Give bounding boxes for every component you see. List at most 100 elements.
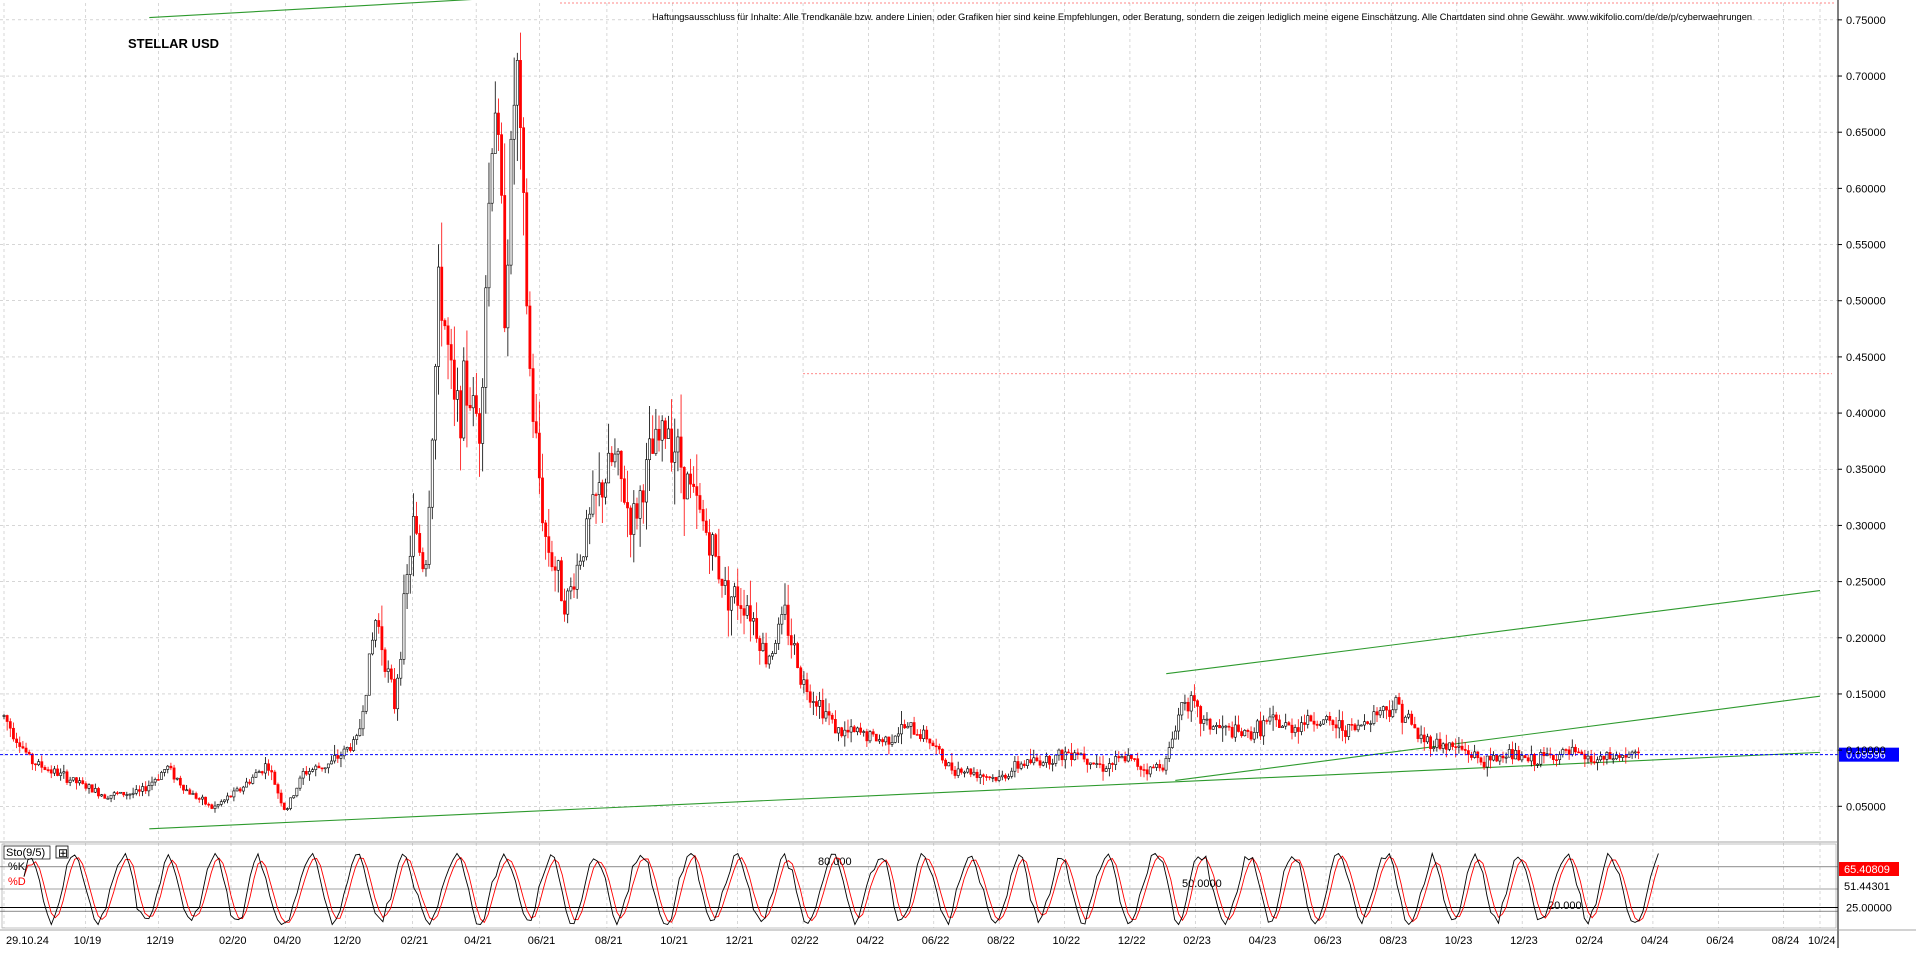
candle-body (497, 112, 500, 135)
x-tick-label: 02/23 (1183, 935, 1211, 947)
candle-body (978, 774, 982, 778)
candle-body (1000, 774, 1004, 778)
candle-body (304, 771, 308, 775)
x-tick-label: 06/21 (528, 935, 556, 947)
current-price-label: 0.09596 (1846, 750, 1886, 762)
candle-body (767, 655, 771, 665)
candle-body (1120, 756, 1124, 759)
x-tick-label: 02/24 (1576, 935, 1604, 947)
candle-body (1252, 732, 1256, 740)
candle-body (18, 742, 22, 747)
candle-body (893, 735, 897, 743)
candle-body (1152, 766, 1155, 769)
candle-body (638, 490, 642, 519)
candle-body (1265, 720, 1269, 722)
candle-body (12, 727, 15, 740)
candle-body (1363, 721, 1366, 726)
candle-body (1429, 736, 1432, 750)
candle-body (100, 794, 104, 797)
candle-body (1391, 709, 1395, 717)
candle-body (572, 586, 576, 590)
candle-body (1331, 720, 1335, 726)
current-price-badge (1839, 747, 1899, 762)
candle-body (1416, 727, 1420, 739)
candle-body (1246, 730, 1250, 732)
candle-body (1155, 764, 1158, 768)
candle-body (1284, 722, 1288, 727)
candle-body (1123, 756, 1127, 762)
candle-body (733, 586, 736, 598)
candle-body (1347, 724, 1351, 737)
candle-body (651, 438, 655, 454)
x-tick-label: 29.10.24 (6, 935, 49, 947)
candle-body (295, 787, 299, 797)
candle-body (1340, 720, 1344, 731)
candle-body (1388, 709, 1392, 717)
candle-body (918, 734, 922, 739)
candle-body (985, 776, 988, 778)
candle-body (981, 774, 985, 777)
candle-body (106, 797, 110, 800)
x-tick-label: 12/19 (146, 935, 174, 947)
candle-body (1038, 760, 1042, 766)
candle-body (953, 769, 957, 776)
candle-body (1596, 759, 1599, 763)
candle-body (1174, 730, 1177, 740)
candle-body (1526, 757, 1530, 762)
candle-body (1353, 724, 1357, 731)
candle-body (928, 738, 932, 744)
candle-body (1419, 734, 1423, 739)
candle-body (975, 771, 979, 778)
candle-body (774, 643, 777, 654)
candle-body (972, 771, 976, 775)
candle-body (1177, 714, 1181, 732)
candle-body (298, 777, 302, 789)
candle-body (377, 620, 381, 627)
candle-body (1356, 724, 1360, 731)
candle-body (830, 714, 834, 720)
candle-body (509, 138, 513, 266)
candle-body (1224, 725, 1228, 728)
candle-body (1533, 754, 1536, 765)
stochastic-k-line (23, 851, 1659, 926)
candle-body (695, 486, 699, 496)
candle-body (777, 623, 781, 644)
candle-body (1460, 745, 1464, 750)
candle-body (71, 777, 75, 781)
candle-body (531, 368, 535, 422)
x-tick-label: 04/22 (856, 935, 884, 947)
candle-body (427, 506, 431, 565)
x-tick-label: 10/24 (1808, 935, 1836, 947)
candle-body (818, 699, 822, 707)
x-tick-label: 04/21 (464, 935, 492, 947)
candle-body (874, 733, 878, 742)
plus-icon[interactable]: ⊞ (58, 846, 68, 860)
candle-body (1022, 763, 1026, 766)
candle-body (1413, 724, 1417, 729)
candle-body (544, 522, 548, 537)
x-tick-label: 10/19 (74, 935, 102, 947)
candle-body (805, 679, 809, 693)
stochastic-expand-button[interactable] (55, 845, 69, 859)
candle-body (1410, 713, 1414, 725)
candle-body (1627, 753, 1631, 758)
candle-body (887, 736, 891, 745)
y-tick-label: 0.40000 (1846, 408, 1886, 420)
candle-body (1104, 768, 1108, 772)
candle-body (1145, 769, 1149, 775)
candle-body (679, 436, 683, 468)
candle-body (1599, 755, 1603, 761)
candle-body (613, 453, 617, 463)
candle-body (963, 771, 966, 774)
candle-body (449, 344, 453, 361)
candle-body (622, 478, 626, 503)
candle-body (947, 762, 951, 767)
stochastic-tab[interactable] (3, 845, 51, 860)
candle-body (1054, 754, 1058, 764)
candle-body (1013, 761, 1017, 772)
x-tick-label: 06/23 (1314, 935, 1342, 947)
candle-body (796, 643, 799, 669)
candle-body (481, 387, 485, 444)
disclaimer-text: Haftungsausschluss für Inhalte: Alle Tre… (652, 12, 1752, 22)
candle-body (1366, 721, 1369, 724)
